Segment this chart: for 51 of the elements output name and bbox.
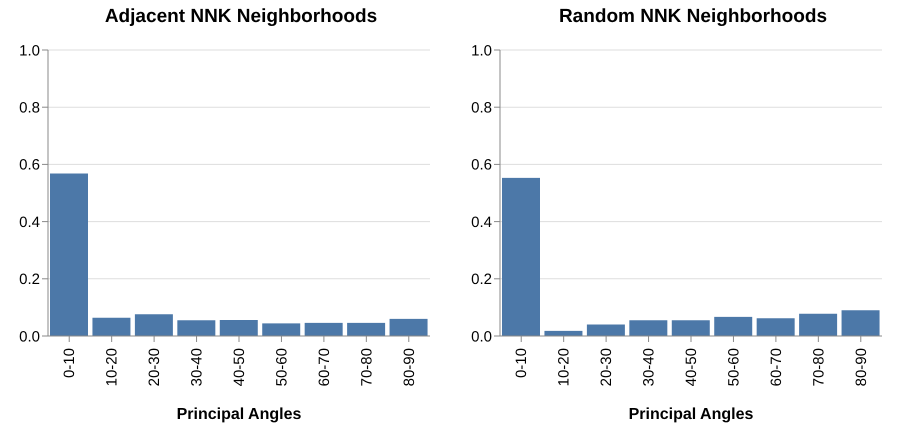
x-tick-label: 50-60: [725, 348, 742, 386]
x-tick-label: 30-40: [188, 348, 206, 386]
x-tick-label: 70-80: [358, 348, 376, 386]
x-tick-label: 10-20: [556, 348, 573, 386]
bar: [629, 320, 668, 336]
bar: [177, 320, 216, 336]
x-tick-label: 80-90: [852, 348, 870, 386]
x-tick-label: 30-40: [640, 348, 658, 386]
y-tick-label: 0.0: [19, 328, 40, 346]
y-tick-label: 0.4: [471, 214, 492, 231]
x-tick-label: 0-10: [513, 348, 530, 378]
bar: [799, 314, 838, 336]
bar: [390, 318, 428, 336]
y-tick-label: 0.2: [19, 271, 40, 288]
x-tick-label: 20-30: [146, 348, 164, 386]
x-tick-label: 60-70: [316, 348, 333, 386]
x-tick-label: 40-50: [231, 348, 248, 386]
bar: [672, 320, 710, 336]
bar: [714, 316, 752, 336]
bar: [756, 318, 795, 336]
x-tick-label: 50-60: [273, 348, 290, 386]
x-tick-label: 60-70: [768, 348, 785, 386]
bar: [134, 314, 173, 336]
y-tick-label: 0.0: [471, 328, 492, 346]
x-tick-label: 0-10: [61, 348, 78, 378]
bar: [502, 178, 540, 336]
y-tick-label: 0.8: [471, 100, 492, 117]
x-tick-label: 40-50: [683, 348, 700, 386]
bar: [586, 324, 625, 336]
bar: [220, 320, 258, 336]
x-tick-label: 20-30: [598, 348, 616, 386]
y-tick-label: 0.6: [19, 156, 40, 174]
y-tick-label: 0.6: [471, 156, 492, 174]
y-tick-label: 0.8: [19, 100, 40, 117]
chart-title: Random NNK Neighborhoods: [558, 6, 828, 28]
bar: [262, 323, 300, 336]
y-tick-label: 1.0: [471, 42, 492, 60]
x-tick-label: 70-80: [810, 348, 828, 386]
bar: [842, 310, 880, 336]
x-tick-label: 80-90: [400, 348, 418, 386]
y-tick-label: 0.4: [19, 214, 40, 231]
bar: [347, 322, 386, 336]
chart-title: Adjacent NNK Neighborhoods: [104, 6, 378, 28]
bar: [304, 322, 343, 336]
bar: [92, 318, 130, 336]
y-tick-label: 1.0: [19, 42, 40, 60]
bar: [50, 174, 88, 336]
x-axis-title: Principal Angles: [176, 406, 302, 423]
x-axis-title: Principal Angles: [628, 406, 754, 423]
x-tick-label: 10-20: [104, 348, 121, 386]
y-tick-label: 0.2: [471, 271, 492, 288]
